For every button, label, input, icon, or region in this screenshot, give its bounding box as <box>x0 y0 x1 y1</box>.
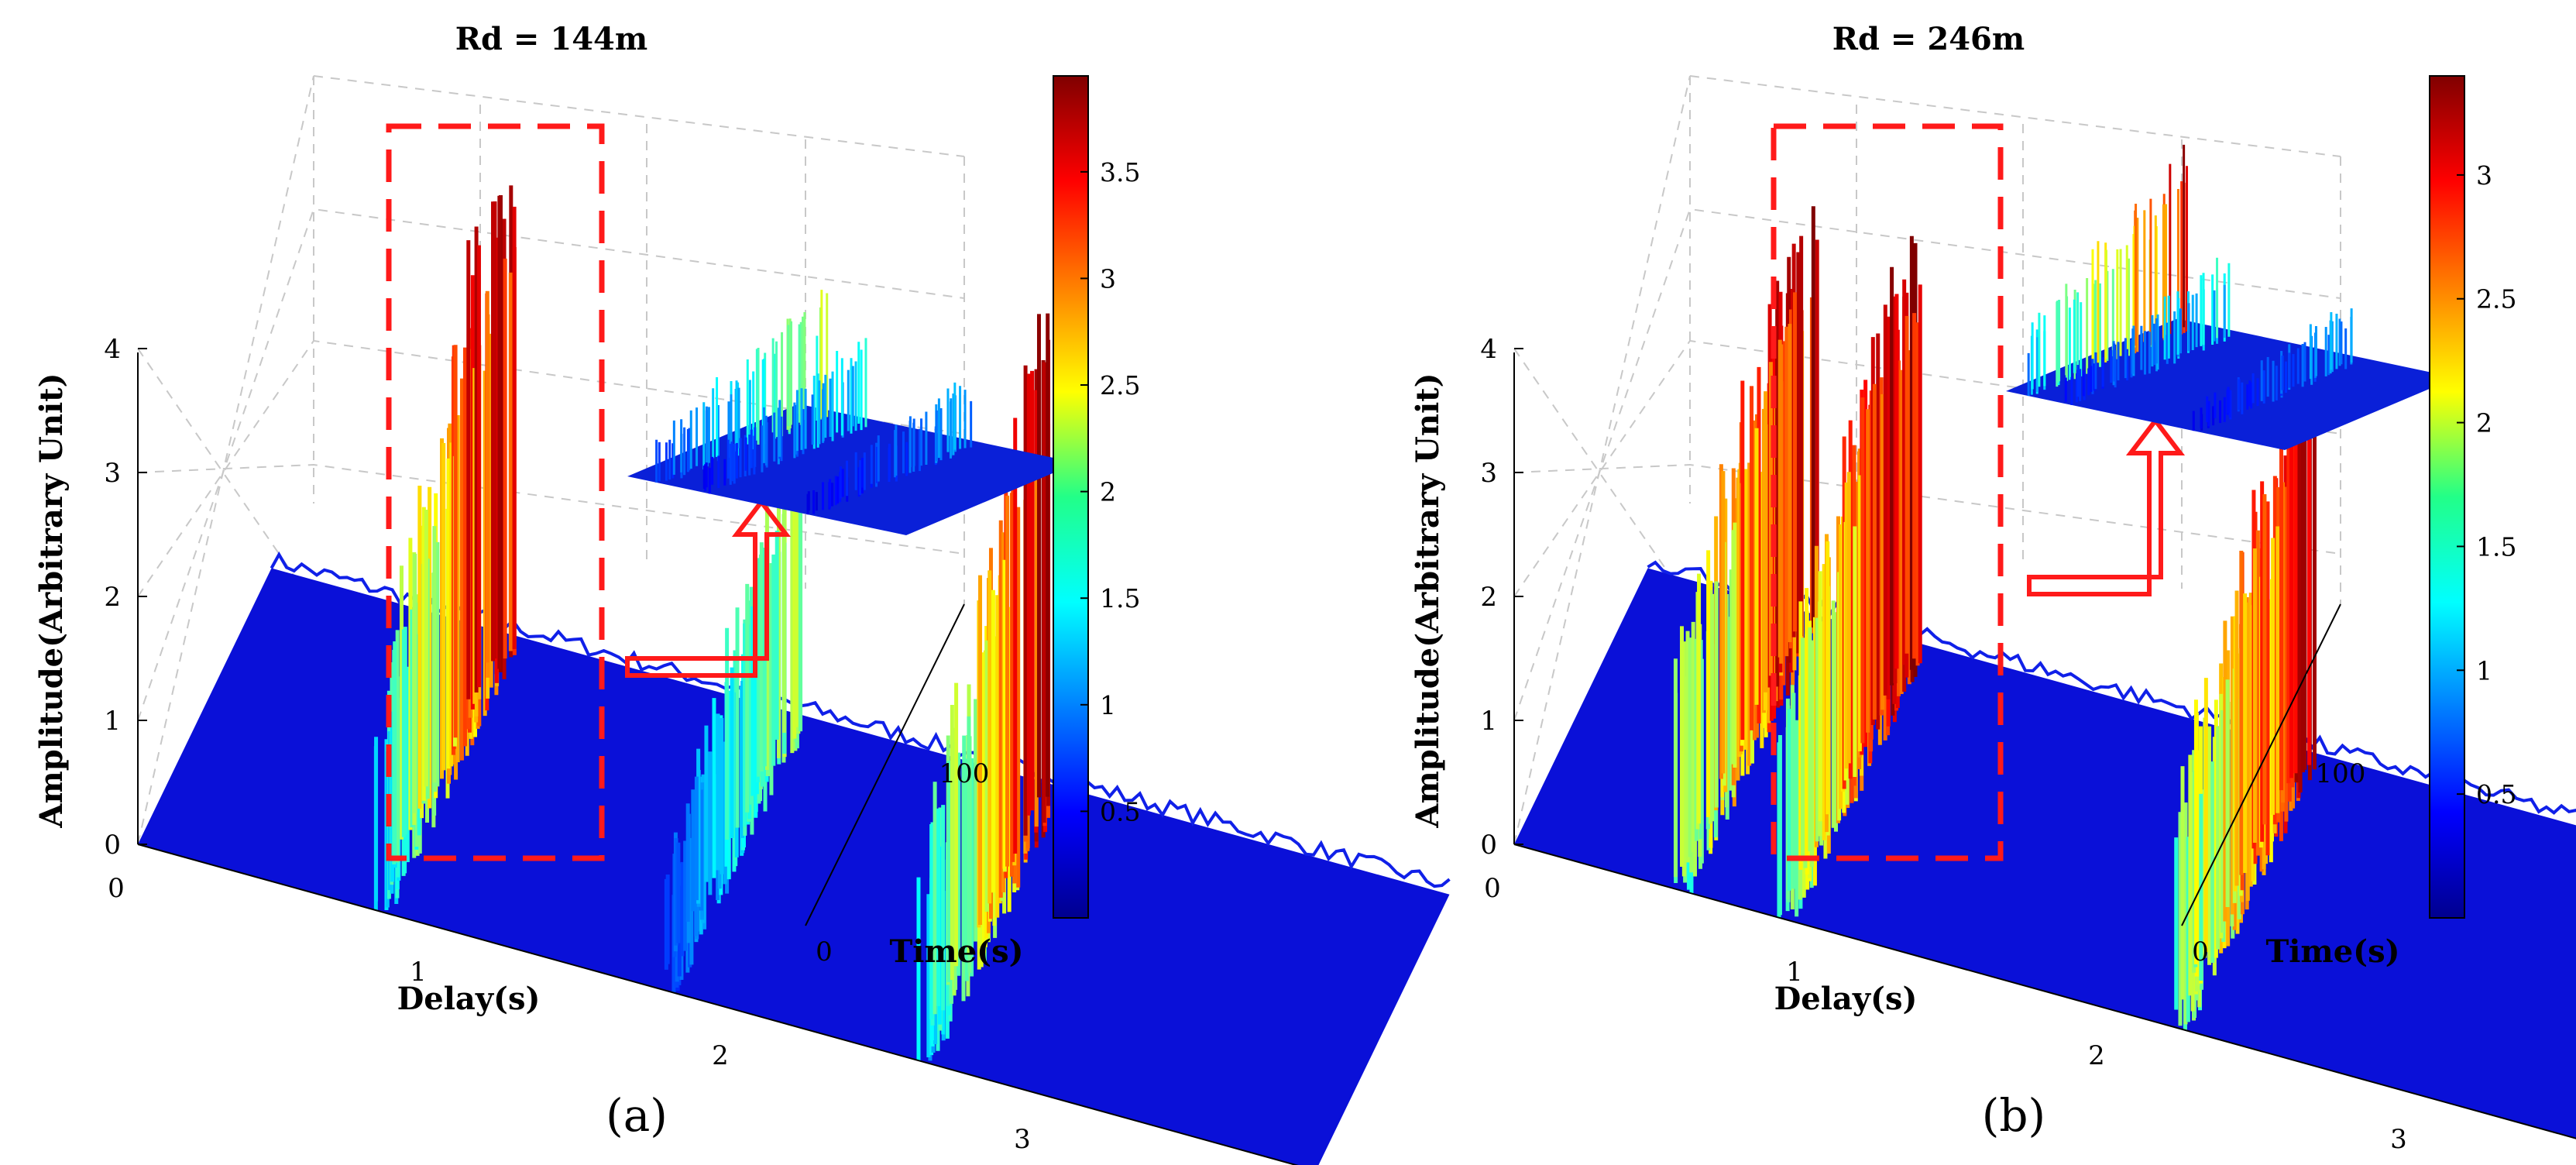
arrow <box>2027 417 2186 596</box>
colorbar-tick-label: 2.5 <box>1100 370 1140 400</box>
z-tick-label: 0 <box>104 830 121 861</box>
y-axis-line <box>2181 603 2341 926</box>
colorbar-tick-label: 1 <box>2476 655 2492 686</box>
z-tick-label: 2 <box>1480 582 1497 613</box>
z-tick-label: 0 <box>1480 830 1497 861</box>
ridge-peak-center-left <box>1777 235 1922 918</box>
z-tick-label: 2 <box>104 582 121 613</box>
z-tick-label: 4 <box>104 334 121 365</box>
x-axis-label: Delay(s) <box>397 981 541 1017</box>
ridge-peak-left <box>1673 206 1819 894</box>
z-tick-label: 1 <box>104 706 121 737</box>
x-tick-label: 3 <box>1014 1124 1031 1155</box>
chart-title: Rd = 246m <box>1832 21 2025 57</box>
y-axis-line <box>805 603 965 926</box>
chart-title: Rd = 144m <box>455 21 647 57</box>
z-tick-label: 3 <box>1480 458 1497 489</box>
highlight-box <box>1771 123 2004 861</box>
z-axis-label: Amplitude(Arbitrary Unit) <box>33 373 70 828</box>
y-tick-label: 100 <box>2316 758 2366 789</box>
z-tick-label: 4 <box>1480 334 1497 365</box>
z-tick-label: 1 <box>1480 706 1497 737</box>
panel-a: 0 1 2 3 4 0 1 2 3 0 100 Rd = 144m Amplitude(Arbi… <box>33 21 1451 1165</box>
y-tick-label: 0 <box>816 936 833 967</box>
colorbar <box>1053 75 1089 919</box>
colorbar-tick-label: 2 <box>2476 408 2492 438</box>
x-tick-label: 3 <box>2390 1124 2407 1155</box>
x-tick-label: 2 <box>712 1040 729 1071</box>
x-tick-label: 0 <box>1484 873 1501 904</box>
ridge-peak-left <box>373 185 517 911</box>
x-tick-label: 1 <box>1786 957 1803 988</box>
ridge-peak-center-right <box>2174 360 2317 1030</box>
panel-caption: (a) <box>606 1089 668 1142</box>
ridge-peak-center-right <box>916 313 1061 1061</box>
x-axis-label: Delay(s) <box>1774 981 1918 1017</box>
x-axis-line <box>1513 844 2576 1139</box>
colorbar-tick-label: 1.5 <box>1100 583 1140 613</box>
panel-caption: (b) <box>1982 1089 2045 1142</box>
colorbar-tick-label: 3 <box>2476 160 2492 191</box>
ridge-peak-center-left <box>664 445 803 993</box>
z-tick-label: 3 <box>104 458 121 489</box>
surface-plot <box>138 185 1451 1165</box>
arrow <box>625 498 792 678</box>
colorbar-tick-label: 1 <box>1100 690 1116 720</box>
y-tick-label: 100 <box>939 758 990 789</box>
colorbar-tick-label: 2.5 <box>2476 284 2516 314</box>
colorbar <box>2429 75 2465 919</box>
y-axis-label: Time(s) <box>889 933 1023 970</box>
colorbar-tick-label: 2 <box>1100 477 1116 507</box>
colorbar-tick-label: 1.5 <box>2476 531 2516 562</box>
y-tick-label: 0 <box>2192 936 2209 967</box>
x-tick-label: 1 <box>410 957 427 988</box>
surface-plot <box>1514 206 2576 1139</box>
z-axis-label: Amplitude(Arbitrary Unit) <box>1410 373 1446 828</box>
y-axis-label: Time(s) <box>2265 933 2399 970</box>
colorbar-tick-label: 3 <box>1100 263 1116 294</box>
x-tick-label: 2 <box>2088 1040 2105 1071</box>
inset-plot <box>627 290 1077 535</box>
surface-floor <box>1514 568 2576 1139</box>
inset-plot <box>2006 144 2456 450</box>
x-axis-line <box>137 844 1299 1165</box>
x-tick-label: 0 <box>108 873 125 904</box>
panel-b: 0 1 2 3 4 0 1 2 3 0 100 Rd = 246m Amplitude(Arbi… <box>1410 21 2576 1155</box>
colorbar-tick-label: 3.5 <box>1100 157 1140 187</box>
highlight-box <box>386 123 605 861</box>
colorbar-tick-label: 0.5 <box>1100 796 1140 826</box>
colorbar-tick-label: 0.5 <box>2476 779 2516 809</box>
